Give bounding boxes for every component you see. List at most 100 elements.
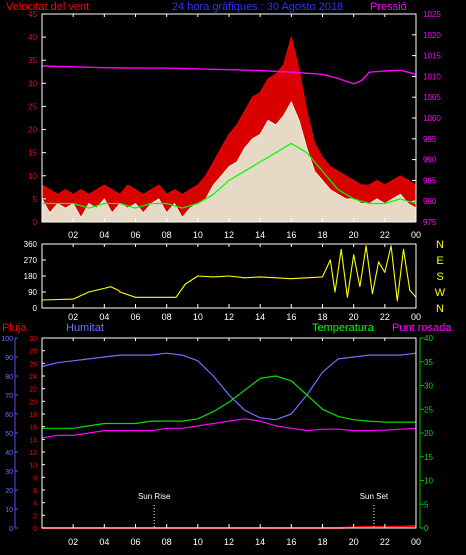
x-tick-label: 02 — [68, 230, 78, 240]
wind-average-line — [42, 142, 417, 209]
rain-tick-label: 20 — [29, 399, 37, 406]
y-tick-label: 35 — [28, 56, 37, 65]
compass-label: S — [436, 271, 443, 283]
y-tick-label: 1015 — [423, 52, 441, 61]
rain-tick-label: 16 — [29, 425, 37, 432]
temperature-tick-label: 10 — [424, 477, 433, 486]
rain-axis-label: Pluja — [2, 322, 27, 334]
y-tick-label: 1010 — [423, 72, 441, 81]
wind-speed-area — [41, 100, 417, 223]
humidity-tick-label: 10 — [5, 507, 13, 514]
wind-gust-area — [41, 35, 417, 223]
rain-tick-label: 10 — [29, 463, 37, 470]
y-tick-label: 10 — [28, 172, 37, 181]
humidity-tick-label: 60 — [5, 412, 13, 419]
x-tick-label: 18 — [317, 537, 327, 547]
x-tick-label: 04 — [99, 312, 109, 322]
temperature-tick-label: 15 — [424, 453, 433, 462]
x-tick-label: 12 — [224, 312, 234, 322]
rain-tick-label: 26 — [29, 361, 37, 368]
y-tick-label: 45 — [28, 10, 37, 19]
rain-tick-label: 28 — [29, 349, 37, 356]
x-tick-label: 20 — [349, 537, 359, 547]
temperature-tick-label: 35 — [424, 358, 433, 367]
wind-direction-panel: 02 04 06 08 10 12 14 16 18 20 22 00090180270360NWSE… — [24, 239, 446, 322]
x-tick-label: 20 — [349, 312, 359, 322]
x-tick-label: 22 — [380, 537, 390, 547]
wind-direction-line — [41, 245, 417, 302]
x-tick-label: 04 — [99, 230, 109, 240]
humidity-tick-label: 90 — [5, 355, 13, 362]
temperature-axis-label: Temperatura — [312, 322, 375, 334]
humidity-tick-label: 100 — [1, 336, 13, 343]
sun-marker-label: Sun Rise — [138, 492, 171, 501]
y-tick-label: 90 — [28, 288, 37, 297]
x-tick-label: 18 — [317, 230, 327, 240]
y-tick-label: 985 — [423, 176, 437, 185]
humidity-temperature-panel: Pluja Humitat Temperatura Punt rosada 02… — [1, 322, 452, 547]
x-tick-label: 16 — [286, 312, 296, 322]
y-tick-label: 1025 — [423, 10, 441, 19]
humidity-tick-label: 50 — [5, 431, 13, 438]
temperature-tick-label: 5 — [424, 500, 429, 509]
x-tick-label: 22 — [380, 312, 390, 322]
dew_point-line — [41, 418, 417, 439]
sun-marker-label: Sun Set — [360, 492, 389, 501]
rain-tick-label: 18 — [29, 412, 37, 419]
y-tick-label: 180 — [24, 272, 38, 281]
humidity-tick-label: 20 — [5, 488, 13, 495]
rain-tick-label: 4 — [33, 501, 37, 508]
wind-pressure-panel: Velocitat del vent 24 hora gràfiques : 3… — [6, 1, 441, 240]
pressure-axis-label: Pressió — [370, 1, 407, 13]
humidity-tick-label: 70 — [5, 393, 13, 400]
x-tick-label: 04 — [99, 537, 109, 547]
y-tick-label: 15 — [28, 149, 37, 158]
rain-tick-label: 14 — [29, 437, 37, 444]
pressure-line — [41, 65, 417, 85]
y-tick-label: 5 — [33, 195, 38, 204]
temperature-tick-label: 25 — [424, 405, 433, 414]
x-tick-label: 20 — [349, 230, 359, 240]
x-tick-label: 10 — [193, 230, 203, 240]
x-tick-label: 14 — [255, 230, 265, 240]
humidity-axis-label: Humitat — [66, 322, 104, 334]
temperature-tick-label: 40 — [424, 334, 433, 343]
humidity-tick-label: 40 — [5, 450, 13, 457]
compass-label: N — [436, 303, 444, 315]
compass-label: N — [436, 239, 444, 251]
rain-tick-label: 2 — [33, 513, 37, 520]
temperature-tick-label: 0 — [424, 524, 429, 533]
x-tick-label: 16 — [286, 230, 296, 240]
x-tick-label: 00 — [411, 312, 421, 322]
y-tick-label: 995 — [423, 135, 437, 144]
temperature-line — [42, 375, 416, 429]
y-tick-label: 1020 — [423, 31, 441, 40]
x-tick-label: 00 — [411, 230, 421, 240]
y-tick-label: 1000 — [423, 114, 441, 123]
rain-tick-label: 12 — [29, 450, 37, 457]
x-tick-label: 18 — [317, 312, 327, 322]
x-tick-label: 14 — [255, 537, 265, 547]
rain-tick-label: 0 — [33, 526, 37, 533]
x-tick-label: 06 — [130, 230, 140, 240]
x-tick-label: 16 — [286, 537, 296, 547]
x-tick-label: 02 — [68, 312, 78, 322]
compass-label: W — [435, 287, 446, 299]
compass-label: E — [436, 255, 443, 267]
y-tick-label: 0 — [33, 218, 38, 227]
y-tick-label: 1005 — [423, 93, 441, 102]
y-tick-label: 30 — [28, 79, 37, 88]
x-tick-label: 08 — [162, 537, 172, 547]
y-tick-label: 990 — [423, 156, 437, 165]
y-tick-label: 20 — [28, 126, 37, 135]
rain-tick-label: 22 — [29, 387, 37, 394]
y-tick-label: 0 — [33, 304, 38, 313]
y-tick-label: 270 — [24, 256, 38, 265]
temperature-tick-label: 20 — [424, 429, 433, 438]
x-tick-label: 06 — [130, 312, 140, 322]
temperature-tick-label: 30 — [424, 382, 433, 391]
x-tick-label: 08 — [162, 230, 172, 240]
rain-tick-label: 6 — [33, 488, 37, 495]
y-tick-label: 360 — [24, 240, 38, 249]
